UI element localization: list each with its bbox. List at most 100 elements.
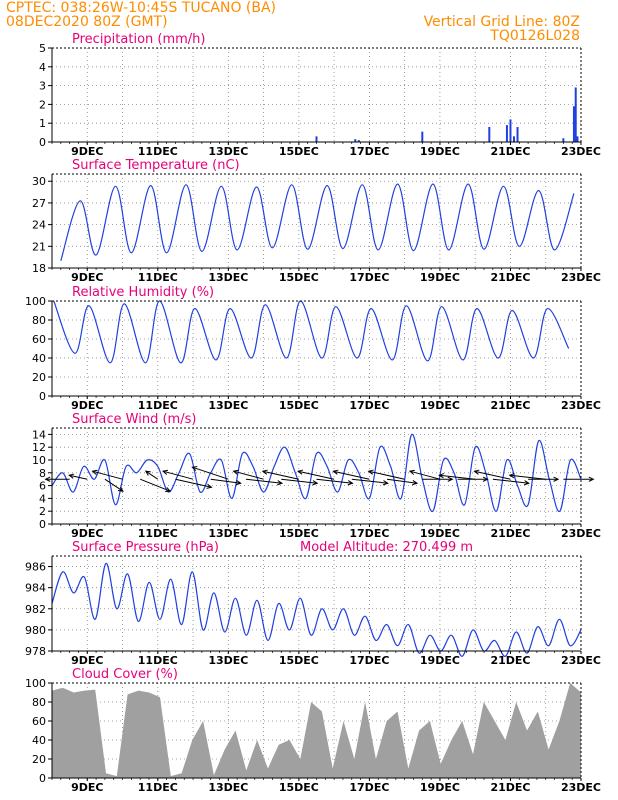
wind-vector-head xyxy=(232,469,239,475)
wind-vector xyxy=(69,474,88,480)
x-tick-label: 11DEC xyxy=(138,145,178,158)
wind-vector-head xyxy=(523,480,530,486)
wind-vector-head xyxy=(412,480,419,486)
precip-bar xyxy=(357,140,360,142)
x-tick-label: 15DEC xyxy=(279,271,319,284)
precip-bar xyxy=(421,131,424,142)
x-tick-label: 15DEC xyxy=(279,654,319,667)
wind-vector-head xyxy=(382,480,389,486)
x-tick-label: 23DEC xyxy=(561,145,601,158)
x-tick-label: 19DEC xyxy=(420,781,460,794)
wind-series-line xyxy=(51,433,582,512)
x-tick-label: 9DEC xyxy=(71,527,103,540)
panel-title: Surface Temperature (nC) xyxy=(72,158,240,173)
x-tick-label: 15DEC xyxy=(279,399,319,412)
x-tick-label: 21DEC xyxy=(490,399,530,412)
y-tick-label: 40 xyxy=(32,734,46,747)
wind-vector xyxy=(262,470,299,480)
wind-vector-head xyxy=(473,469,480,475)
x-tick-label: 19DEC xyxy=(420,527,460,540)
y-tick-label: 982 xyxy=(25,603,46,616)
wind-vector xyxy=(233,470,264,480)
wind-vector xyxy=(281,478,318,484)
y-tick-label: 60 xyxy=(32,333,46,346)
x-tick-label: 13DEC xyxy=(208,271,248,284)
pressure-series-line xyxy=(51,562,582,657)
wind-vector-head xyxy=(297,469,304,475)
temp-series-line xyxy=(60,183,575,261)
x-tick-label: 17DEC xyxy=(349,145,389,158)
precip-bar xyxy=(572,106,575,142)
wind-vector xyxy=(210,478,241,484)
x-tick-label: 23DEC xyxy=(561,527,601,540)
panel-title: Surface Wind (m/s) xyxy=(72,412,196,427)
y-tick-label: 80 xyxy=(32,314,46,327)
rh-series-line xyxy=(53,300,570,364)
x-tick-label: 9DEC xyxy=(71,145,103,158)
wind-vector xyxy=(333,470,370,480)
x-tick-label: 11DEC xyxy=(138,271,178,284)
station-info: CPTEC: 038:26W-10:45S TUCANO (BA) xyxy=(6,0,277,16)
precip-bar xyxy=(354,139,357,142)
y-tick-label: 27 xyxy=(32,197,46,210)
x-tick-label: 13DEC xyxy=(208,654,248,667)
y-tick-label: 60 xyxy=(32,715,46,728)
x-tick-label: 13DEC xyxy=(208,781,248,794)
y-tick-label: 100 xyxy=(25,295,46,308)
x-tick-label: 9DEC xyxy=(71,781,103,794)
y-tick-label: 4 xyxy=(39,61,46,74)
y-tick-label: 12 xyxy=(32,441,46,454)
y-tick-label: 20 xyxy=(32,753,46,766)
x-tick-label: 19DEC xyxy=(420,399,460,412)
panel-title: Surface Pressure (hPa) xyxy=(72,540,219,555)
panel-temp: Surface Temperature (nC) 18 21 24 27 30 9DEC 11… xyxy=(32,158,601,284)
precip-bar xyxy=(512,136,515,142)
precip-bar xyxy=(574,87,577,142)
wind-vector xyxy=(409,470,441,480)
wind-vector xyxy=(104,478,124,492)
y-tick-label: 3 xyxy=(39,80,46,93)
x-tick-label: 11DEC xyxy=(138,399,178,412)
wind-vector-head xyxy=(117,486,124,492)
x-tick-label: 9DEC xyxy=(71,399,103,412)
panel-title: Relative Humidity (%) xyxy=(72,285,214,300)
x-tick-label: 21DEC xyxy=(490,654,530,667)
y-tick-label: 30 xyxy=(32,175,46,188)
x-tick-label: 17DEC xyxy=(349,654,389,667)
wind-vector-head xyxy=(508,473,515,479)
x-tick-label: 9DEC xyxy=(71,654,103,667)
wind-vector-head xyxy=(447,476,454,482)
y-tick-label: 1 xyxy=(39,117,46,130)
y-tick-label: 6 xyxy=(39,480,46,493)
wind-vector xyxy=(386,478,418,484)
wind-vector-head xyxy=(144,470,151,476)
x-tick-label: 19DEC xyxy=(420,271,460,284)
run-date: 08DEC2020 80Z (GMT) xyxy=(6,14,168,30)
x-tick-label: 17DEC xyxy=(349,399,389,412)
header: CPTEC: 038:26W-10:45S TUCANO (BA) 08DEC2… xyxy=(0,0,618,44)
wind-vector-head xyxy=(482,476,489,482)
wind-vector-head xyxy=(277,480,284,486)
wind-vector-head xyxy=(588,476,595,482)
wind-vector xyxy=(175,478,212,488)
wind-vector-head xyxy=(312,480,319,486)
wind-vector-head xyxy=(165,487,172,493)
y-tick-label: 2 xyxy=(39,98,46,111)
wind-vector xyxy=(509,474,546,480)
x-tick-label: 9DEC xyxy=(71,271,103,284)
y-tick-label: 100 xyxy=(25,677,46,690)
x-tick-label: 21DEC xyxy=(490,781,530,794)
wind-vector xyxy=(474,470,511,480)
wind-vector-head xyxy=(408,469,415,475)
wind-vector-head xyxy=(438,473,445,479)
wind-vector xyxy=(145,470,159,480)
wind-vector xyxy=(316,478,353,484)
y-tick-label: 18 xyxy=(32,262,46,275)
x-tick-label: 23DEC xyxy=(561,271,601,284)
x-tick-label: 15DEC xyxy=(279,781,319,794)
y-tick-label: 4 xyxy=(39,492,46,505)
x-tick-label: 19DEC xyxy=(420,654,460,667)
y-tick-label: 984 xyxy=(25,582,46,595)
